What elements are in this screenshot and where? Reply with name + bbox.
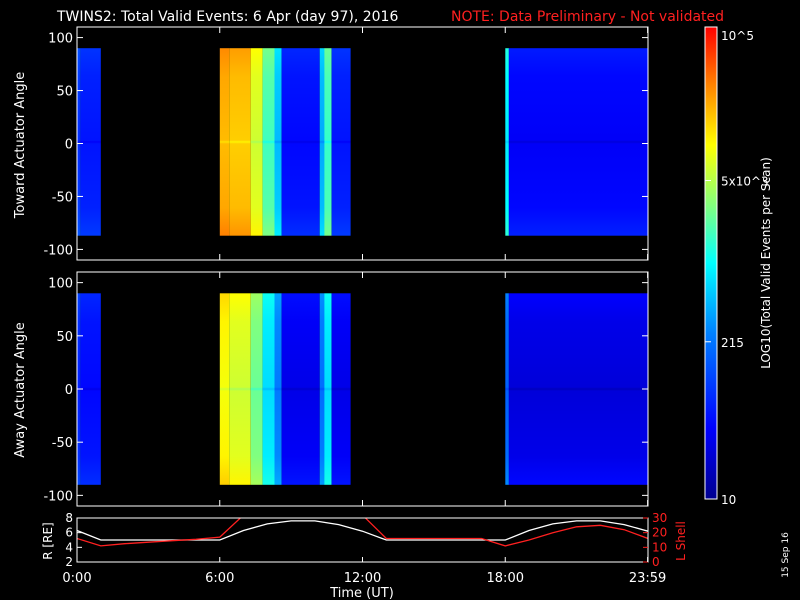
heatmap-cell bbox=[219, 293, 230, 485]
x-tick-label: 6:00 bbox=[205, 571, 234, 586]
y-tick-label: 4 bbox=[65, 540, 73, 554]
colorbar-tick-label: 5x10^3 bbox=[721, 175, 769, 189]
chart-title: TWINS2: Total Valid Events: 6 Apr (day 9… bbox=[56, 9, 398, 25]
y-tick-label-right: 10 bbox=[652, 540, 667, 554]
heatmap-cell bbox=[319, 293, 325, 485]
heatmap-cell bbox=[262, 293, 275, 485]
y-tick-label: -100 bbox=[43, 489, 73, 504]
heatmap-cell bbox=[281, 293, 320, 485]
bottom-left-ylabel: R [RE] bbox=[41, 522, 55, 559]
bottom-right-ylabel: L Shell bbox=[674, 521, 688, 561]
heatmap-cell bbox=[331, 293, 351, 485]
heatmap-cell bbox=[262, 48, 275, 236]
heatmap-cell bbox=[319, 48, 325, 236]
y-tick-label-right: 0 bbox=[652, 555, 660, 569]
y-tick-label-right: 20 bbox=[652, 526, 667, 540]
preliminary-note: NOTE: Data Preliminary - Not validated bbox=[451, 9, 724, 25]
away-angle-panel: 100 50 0 -50 -100 bbox=[43, 271, 649, 507]
heatmap-cell bbox=[508, 293, 648, 485]
y-tick-label: -100 bbox=[43, 243, 73, 258]
y-tick-label: 8 bbox=[65, 511, 73, 525]
y-tick-label: 0 bbox=[65, 383, 73, 398]
toward-angle-panel: 100 50 0 -50 -100 bbox=[43, 26, 649, 261]
heatmap-cell bbox=[505, 293, 509, 485]
y-tick-label: -50 bbox=[52, 190, 73, 205]
heatmap-cell bbox=[77, 48, 81, 236]
heatmap-cell bbox=[80, 48, 101, 236]
heatmap-cell bbox=[219, 48, 230, 236]
y-tick-label: 100 bbox=[48, 32, 73, 47]
x-tick-label: 18:00 bbox=[487, 571, 524, 586]
x-tick-label: 0:00 bbox=[62, 571, 91, 586]
colorbar-label: LOG10(Total Valid Events per Scan) bbox=[759, 157, 773, 369]
colorbar-tick-label: 215 bbox=[721, 336, 744, 350]
heatmap-cell bbox=[331, 48, 351, 236]
top-ylabel: Toward Actuator Angle bbox=[13, 72, 28, 219]
heatmap-cell bbox=[250, 293, 263, 485]
l-shell-line bbox=[77, 518, 648, 547]
heatmap-cell bbox=[324, 48, 332, 236]
heatmap-cell bbox=[505, 48, 509, 236]
heatmap-cell bbox=[250, 48, 263, 236]
colorbar-tick-label: 10 bbox=[721, 493, 736, 507]
heatmap-cell bbox=[229, 48, 251, 236]
heatmap-cell bbox=[281, 48, 320, 236]
x-tick-label: 12:00 bbox=[344, 571, 381, 586]
heatmap-cell bbox=[324, 293, 332, 485]
colorbar bbox=[704, 26, 718, 500]
heatmap-cell bbox=[274, 293, 282, 485]
y-tick-label: 50 bbox=[56, 85, 73, 100]
y-tick-label: -50 bbox=[52, 436, 73, 451]
heatmap-cell bbox=[229, 293, 251, 485]
r-distance-line bbox=[77, 520, 648, 541]
date-stamp: 15 Sep 16 bbox=[781, 532, 791, 578]
colorbar-tick-label: 10^5 bbox=[721, 29, 754, 43]
x-tick-label: 23:59 bbox=[629, 571, 666, 586]
colorbar-ticks: 10 215 5x10^3 10^5 bbox=[705, 26, 769, 507]
middle-ylabel: Away Actuator Angle bbox=[13, 322, 28, 457]
x-axis-label: Time (UT) bbox=[329, 586, 394, 600]
heatmap-cell bbox=[508, 48, 648, 236]
heatmap-cell bbox=[80, 293, 101, 485]
y-tick-label: 100 bbox=[48, 277, 73, 292]
y-tick-label: 2 bbox=[65, 555, 73, 569]
y-tick-label-right: 30 bbox=[652, 511, 667, 525]
y-tick-label: 6 bbox=[65, 526, 73, 540]
y-tick-label: 50 bbox=[56, 330, 73, 345]
heatmap-cell bbox=[274, 48, 282, 236]
y-tick-label: 0 bbox=[65, 138, 73, 153]
